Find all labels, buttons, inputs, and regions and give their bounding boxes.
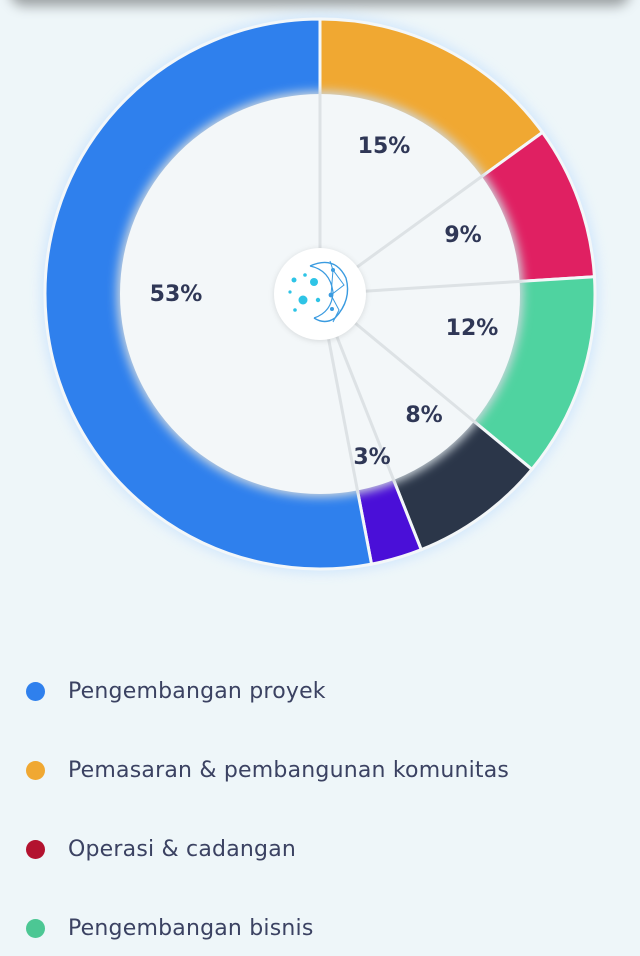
legend-item: Pengembangan proyek (26, 671, 326, 711)
data-label: 15% (358, 134, 411, 159)
legend-label: Pengembangan proyek (68, 678, 326, 704)
data-label: 9% (444, 223, 481, 248)
legend-label: Operasi & cadangan (68, 836, 297, 862)
data-label: 53% (150, 282, 203, 307)
network-globe-icon (288, 260, 349, 323)
legend-item: Operasi & cadangan (26, 829, 296, 869)
legend-dot (26, 839, 45, 859)
data-label: 12% (446, 316, 499, 341)
legend-dot (26, 760, 45, 780)
legend-dot (26, 681, 45, 701)
data-label: 8% (405, 403, 442, 428)
donut-chart: 15% 9% 12% 8% 3% 53% (41, 15, 599, 573)
legend-item: Pemasaran & pembangunan komunitas (26, 750, 509, 790)
legend-item: Pengembangan bisnis (26, 908, 314, 948)
legend-label: Pengembangan bisnis (68, 915, 314, 941)
legend-dot (26, 918, 45, 938)
data-label: 3% (353, 445, 390, 470)
legend-label: Pemasaran & pembangunan komunitas (68, 757, 510, 783)
center-logo (274, 248, 366, 340)
